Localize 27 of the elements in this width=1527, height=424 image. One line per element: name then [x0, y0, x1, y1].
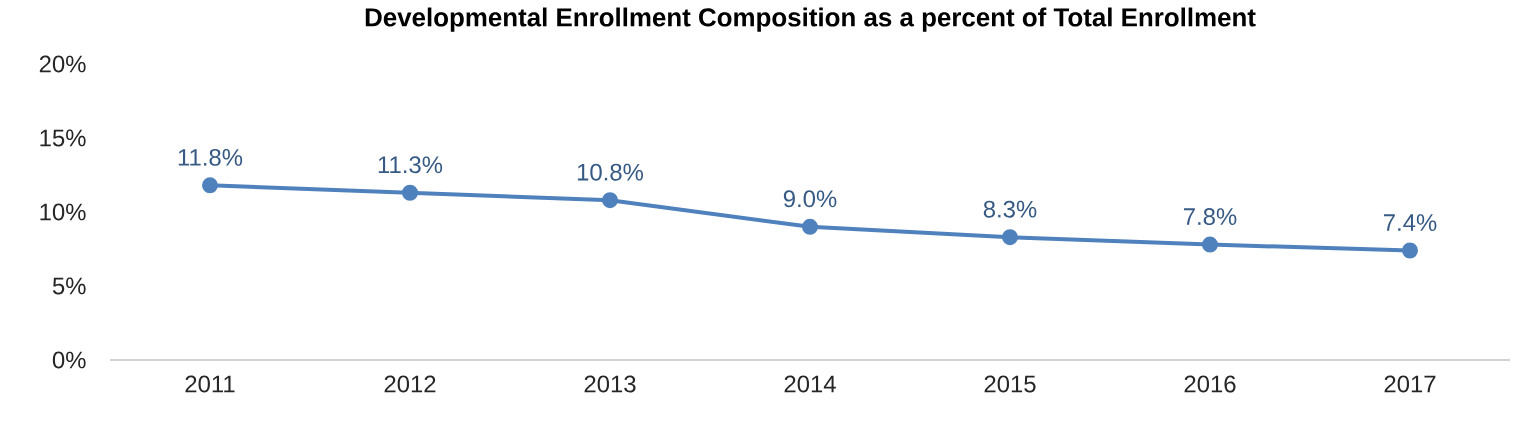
x-tick-label: 2013	[584, 375, 636, 393]
data-label: 10.8%	[577, 163, 644, 181]
data-label: 7.8%	[1183, 208, 1237, 226]
data-label: 7.4%	[1383, 214, 1437, 231]
point	[801, 218, 818, 235]
x-tick-label: 2015	[984, 375, 1036, 393]
point	[202, 177, 218, 194]
data-label: 11.3%	[378, 156, 443, 174]
x-tick-label: 2012	[384, 375, 436, 393]
data-label: 8.3%	[983, 200, 1037, 218]
x-tick-label: 2011	[185, 375, 235, 393]
point	[1001, 229, 1018, 246]
y-tick-label: 5%	[52, 277, 86, 295]
y-tick-label: 0%	[52, 351, 86, 369]
x-tick-label: 2016	[1184, 375, 1236, 393]
point	[1201, 236, 1218, 253]
data-label: 11.8%	[178, 148, 243, 166]
point	[601, 192, 618, 209]
y-tick-label: 20%	[39, 55, 86, 73]
point	[1401, 242, 1418, 259]
x-tick-label: 2014	[784, 375, 836, 393]
y-tick-label: 10%	[40, 203, 86, 221]
point	[402, 184, 418, 201]
chart-title: Developmental Enrollment Composition as a percent of Total Enrollment	[365, 7, 1256, 32]
x-tick-label: 2017	[1384, 375, 1436, 393]
data-label: 9.0%	[783, 190, 837, 208]
y-tick-label: 15%	[40, 129, 86, 147]
